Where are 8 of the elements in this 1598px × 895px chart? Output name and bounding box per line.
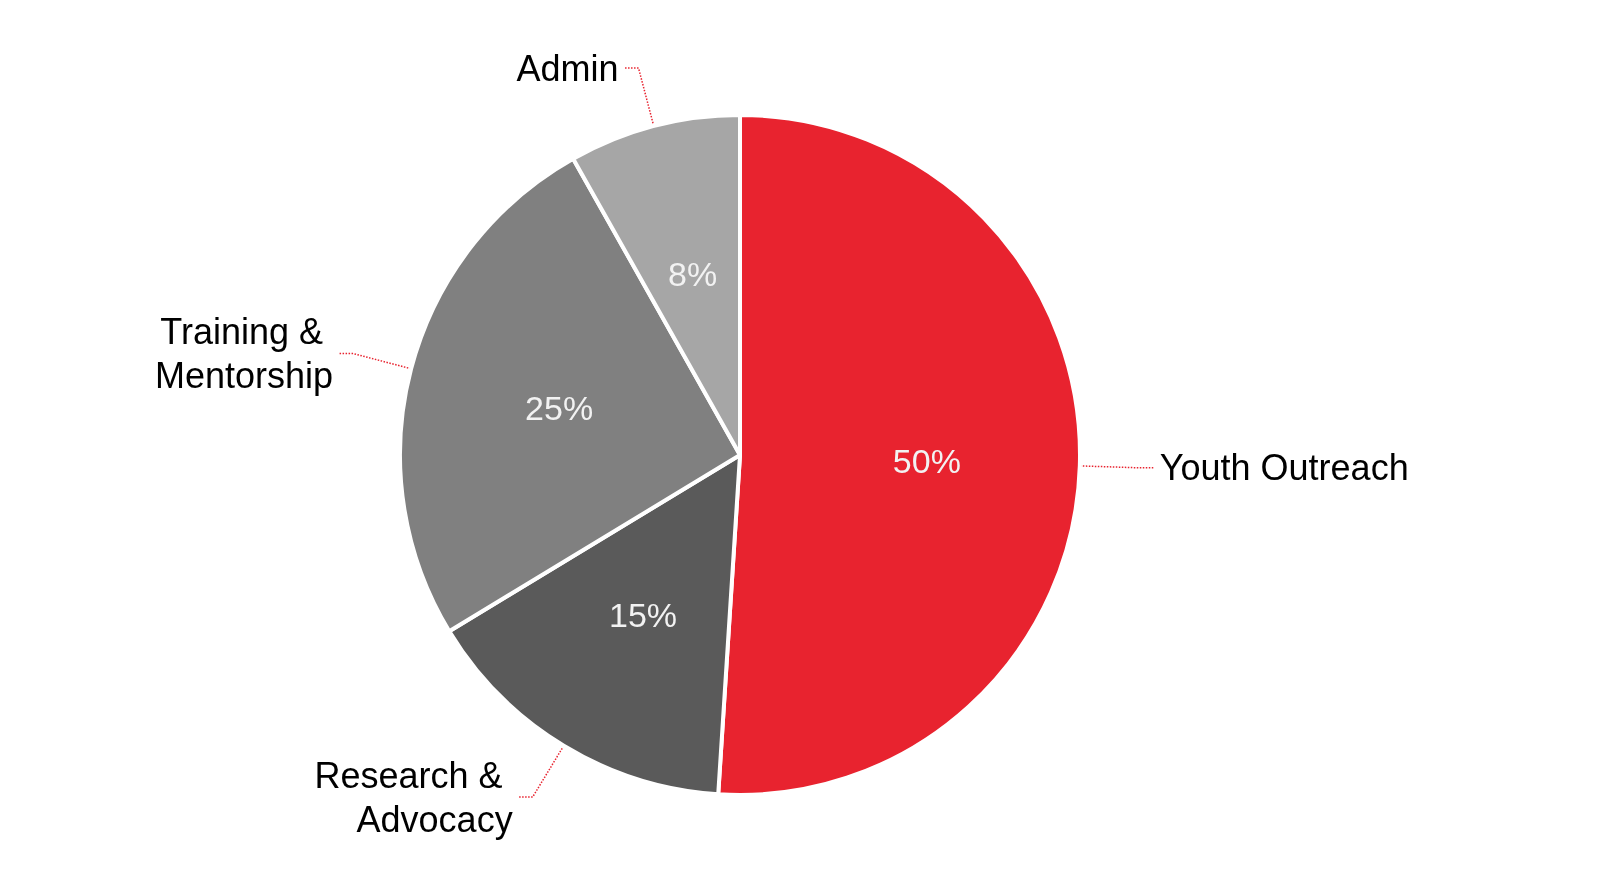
slice-label: Admin bbox=[516, 47, 619, 89]
slice-label: Research & Advocacy bbox=[314, 754, 513, 840]
data-label: 15% bbox=[609, 595, 678, 634]
data-label: 8% bbox=[668, 255, 718, 294]
data-label: 25% bbox=[525, 388, 594, 427]
slice-label: Youth Outreach bbox=[1159, 447, 1409, 489]
slice-label: Training & Mentorship bbox=[154, 311, 334, 397]
data-label: 50% bbox=[892, 441, 961, 480]
